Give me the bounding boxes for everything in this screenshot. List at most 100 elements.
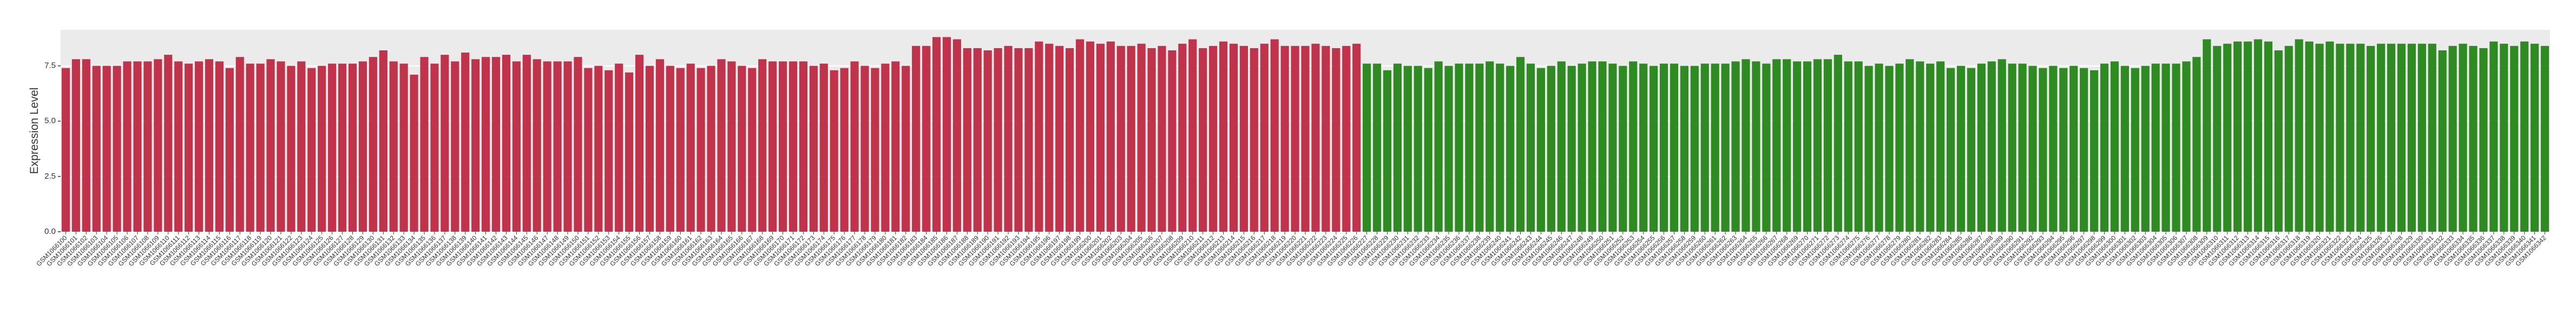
bar — [543, 61, 551, 232]
bar — [1526, 63, 1535, 232]
bar — [1700, 63, 1709, 232]
bar — [1578, 63, 1586, 232]
bar — [1137, 43, 1146, 232]
bar — [441, 55, 449, 232]
bar — [1209, 45, 1218, 232]
bar — [840, 68, 849, 232]
bar — [2336, 43, 2344, 232]
y-tick-label: 5.0 — [44, 116, 56, 126]
bar — [1977, 63, 1986, 232]
bar — [973, 48, 982, 232]
bar — [102, 66, 111, 232]
bar — [2203, 39, 2211, 232]
bar — [768, 61, 777, 232]
bar — [2090, 70, 2099, 232]
bar — [533, 59, 541, 232]
bar — [1885, 66, 1894, 232]
bar — [727, 61, 736, 232]
bar — [92, 66, 101, 232]
bar — [1414, 66, 1422, 232]
bar — [963, 48, 971, 232]
bar — [1639, 63, 1648, 232]
bar — [1475, 63, 1484, 232]
bar — [2510, 45, 2519, 232]
bar — [1567, 66, 1576, 232]
bar — [2049, 66, 2058, 232]
bar — [215, 61, 224, 232]
bar — [2540, 45, 2549, 232]
bar — [1239, 45, 1248, 232]
bar — [205, 59, 214, 232]
bar — [2438, 50, 2447, 232]
bar — [758, 59, 767, 232]
bar — [246, 63, 254, 232]
y-axis-title: Expression Level — [28, 88, 41, 174]
bar — [1598, 61, 1607, 232]
bar — [1905, 59, 1914, 232]
bar — [2131, 68, 2139, 232]
bar — [2356, 43, 2365, 232]
bar — [1393, 63, 1402, 232]
bar — [430, 63, 439, 232]
bar — [1024, 48, 1033, 232]
bar — [1762, 63, 1771, 232]
bar — [696, 68, 705, 232]
bar — [1219, 41, 1228, 232]
bar — [369, 57, 377, 232]
bar — [788, 61, 798, 232]
bar — [2520, 41, 2529, 232]
bar — [2305, 41, 2314, 232]
bar — [1659, 63, 1668, 232]
bar — [1783, 59, 1791, 232]
bar — [1045, 43, 1054, 232]
bar — [1947, 68, 1955, 232]
bar — [881, 63, 890, 232]
bar — [358, 61, 367, 232]
bar — [1926, 63, 1935, 232]
bar — [1690, 66, 1699, 232]
bar — [615, 63, 623, 232]
bar — [502, 55, 511, 232]
bar — [389, 61, 398, 232]
bar — [1916, 61, 1924, 232]
bar — [113, 66, 121, 232]
bar — [625, 72, 634, 232]
bar — [2489, 41, 2498, 232]
bar — [2080, 68, 2088, 232]
bar — [1311, 43, 1320, 232]
bar — [2459, 43, 2467, 232]
bar — [2069, 66, 2078, 232]
bar — [522, 55, 531, 232]
bar — [686, 63, 695, 232]
bar — [1823, 59, 1832, 232]
bar — [1516, 57, 1525, 232]
bar — [2253, 39, 2263, 232]
bar — [1496, 63, 1504, 232]
bar — [860, 66, 869, 232]
bar — [1547, 66, 1555, 232]
bar — [1486, 61, 1494, 232]
bar — [604, 70, 613, 232]
bar — [266, 59, 275, 232]
bar — [1997, 59, 2006, 232]
bar — [174, 61, 183, 232]
bar — [666, 66, 674, 232]
bar — [235, 57, 244, 232]
bar — [717, 59, 726, 232]
bar — [2213, 45, 2222, 232]
bar — [2367, 45, 2375, 232]
bar — [942, 37, 951, 232]
bar — [1086, 41, 1095, 232]
bar — [2284, 45, 2293, 232]
bar — [1854, 61, 1863, 232]
bar — [256, 63, 265, 232]
bar — [809, 66, 818, 232]
bar — [2233, 41, 2242, 232]
bar — [2110, 61, 2119, 232]
bar — [1813, 59, 1822, 232]
bar — [123, 61, 132, 232]
bar — [1075, 39, 1085, 232]
bar — [348, 63, 357, 232]
bar — [1588, 61, 1596, 232]
